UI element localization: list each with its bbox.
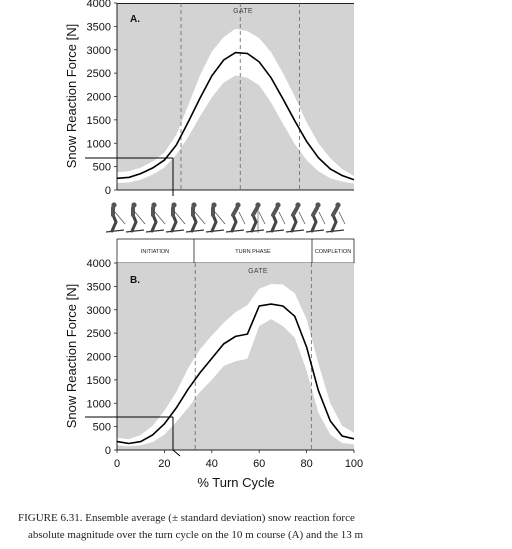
skier-figure — [325, 202, 346, 233]
skier-figure — [165, 202, 186, 233]
panel-a-y-tick-label: 2000 — [87, 92, 111, 104]
caption-line-1: FIGURE 6.31. Ensemble average (± standar… — [18, 512, 355, 524]
panel-b-label: B. — [130, 275, 140, 286]
panel-b-y-tick-label: 3000 — [87, 305, 111, 317]
phase-bar: INITIATION TURN PHASE COMPLETION — [116, 238, 355, 264]
skier-figure — [265, 202, 286, 233]
panel-b-x-tick-label: 0 — [114, 458, 120, 470]
caption-line-2: absolute magnitude over the turn cycle o… — [28, 528, 364, 541]
panel-b-y-axis-label: Snow Reaction Force [N] — [64, 284, 79, 429]
panel-b-y-tick-label: 4000 — [87, 258, 111, 270]
skier-sequence-illustration — [105, 202, 346, 233]
panel-b-x-tick-label: 60 — [253, 458, 265, 470]
panel-b-y-tick-label: 1500 — [87, 375, 111, 387]
panel-b-x-ticks: 0 20 40 60 80 100 — [114, 450, 363, 470]
panel-a-mean-line — [116, 51, 355, 181]
panel-a-y-tick-label: 3500 — [87, 21, 111, 33]
skier-figure — [125, 202, 146, 233]
panel-b-x-tick-label: 80 — [300, 458, 312, 470]
panel-b-y-ticks: 0 500 1000 1500 2000 2500 3000 3500 4000 — [87, 258, 117, 457]
panel-a-y-tick-label: 1000 — [87, 138, 111, 150]
phase-turn-label: TURN PHASE — [235, 249, 271, 255]
panel-b-gate-label: GATE — [248, 268, 268, 275]
skier-figure — [145, 202, 166, 233]
skier-figure — [245, 202, 266, 233]
panel-b-sd-band — [117, 284, 354, 447]
panel-b-y-tick-label: 0 — [105, 445, 111, 457]
skier-figure — [285, 202, 306, 233]
chart-panel-b: 0 500 1000 1500 2000 2500 3000 3500 4000 0 20 40 60… — [64, 258, 363, 490]
panel-b-x-tick-label: 100 — [345, 458, 363, 470]
panel-b-phase-dividers — [194, 263, 312, 450]
panel-b-x-axis-label: % Turn Cycle — [197, 475, 274, 490]
panel-b-y-tick-label: 500 — [93, 422, 111, 434]
chart-panel-a: 0 500 1000 1500 2000 2500 3000 3500 4000 A. GATE… — [64, 0, 355, 197]
panel-a-y-tick-label: 0 — [105, 185, 111, 197]
panel-a-gate-label: GATE — [233, 8, 253, 15]
panel-a-y-tick-label: 500 — [93, 162, 111, 174]
panel-b-y-tick-label: 3500 — [87, 281, 111, 293]
panel-b-threshold-tail — [172, 449, 181, 457]
panel-b-mean-line — [116, 303, 355, 445]
skier-figure — [205, 202, 226, 233]
figure-caption: FIGURE 6.31. Ensemble average (± standar… — [18, 510, 498, 543]
skier-figure — [305, 202, 326, 233]
panel-b-y-tick-label: 1000 — [87, 398, 111, 410]
skier-figure — [185, 202, 206, 233]
skier-figure — [105, 202, 126, 233]
phase-initiation-label: INITIATION — [141, 249, 169, 255]
panel-b-x-tick-label: 20 — [158, 458, 170, 470]
panel-a-y-ticks: 0 500 1000 1500 2000 2500 3000 3500 4000 — [87, 0, 117, 197]
skier-figure — [225, 202, 246, 233]
panel-a-y-tick-label: 2500 — [87, 68, 111, 80]
panel-a-label: A. — [130, 14, 140, 25]
panel-b-y-tick-label: 2000 — [87, 352, 111, 364]
panel-a-y-tick-label: 4000 — [87, 0, 111, 10]
panel-a-y-tick-label: 3000 — [87, 45, 111, 57]
panel-a-phase-dividers — [180, 3, 300, 190]
phase-bar-frame — [116, 238, 355, 264]
panel-a-y-axis-label: Snow Reaction Force [N] — [64, 24, 79, 169]
panel-b-y-tick-label: 2500 — [87, 328, 111, 340]
phase-completion-label: COMPLETION — [315, 249, 351, 255]
panel-b-x-tick-label: 40 — [206, 458, 218, 470]
panel-a-y-tick-label: 1500 — [87, 115, 111, 127]
